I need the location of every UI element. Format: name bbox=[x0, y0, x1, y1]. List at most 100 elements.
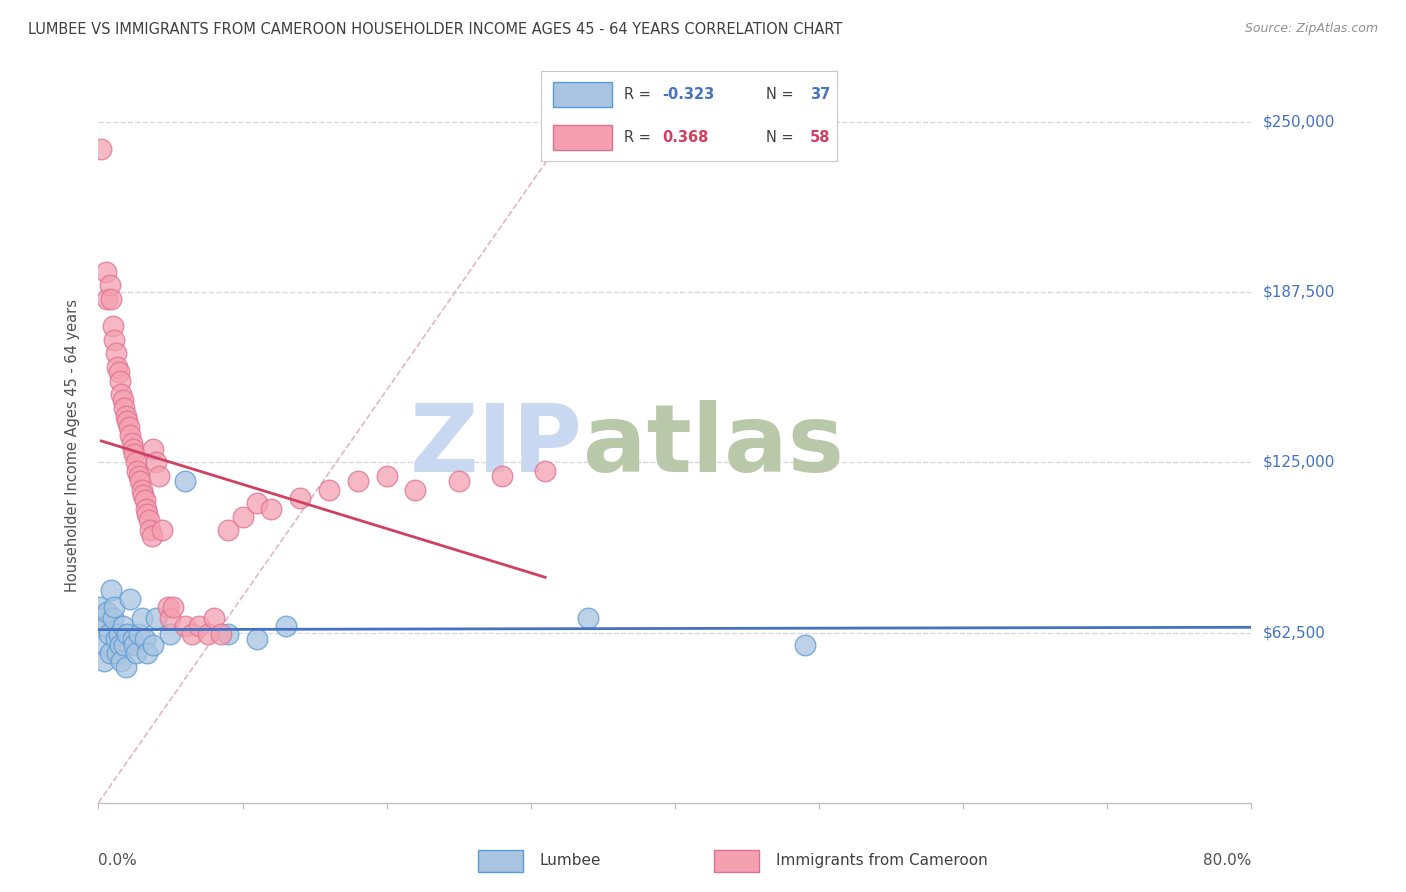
Point bbox=[174, 475, 197, 489]
Point bbox=[101, 319, 124, 334]
Point bbox=[110, 654, 132, 668]
Point bbox=[90, 142, 112, 156]
Point bbox=[793, 638, 815, 652]
Point bbox=[534, 463, 557, 477]
Point bbox=[112, 401, 135, 415]
Point bbox=[103, 333, 125, 347]
Point bbox=[124, 638, 146, 652]
Point bbox=[246, 496, 269, 510]
Point bbox=[141, 529, 163, 543]
Point bbox=[114, 659, 136, 673]
Point bbox=[100, 292, 122, 306]
Point bbox=[138, 512, 160, 526]
Point bbox=[159, 610, 181, 624]
Point bbox=[96, 605, 118, 619]
Y-axis label: Householder Income Ages 45 - 64 years: Householder Income Ages 45 - 64 years bbox=[65, 300, 80, 592]
Point bbox=[159, 627, 181, 641]
Point bbox=[117, 627, 138, 641]
Point bbox=[104, 632, 127, 647]
Point bbox=[174, 619, 197, 633]
Text: $187,500: $187,500 bbox=[1263, 285, 1334, 300]
Point bbox=[405, 483, 427, 497]
Point bbox=[128, 627, 150, 641]
Point bbox=[120, 591, 142, 606]
Text: 0.0%: 0.0% bbox=[98, 853, 138, 868]
Point bbox=[209, 627, 232, 641]
Text: R =: R = bbox=[624, 130, 659, 145]
Point bbox=[91, 638, 114, 652]
Text: $62,500: $62,500 bbox=[1263, 625, 1326, 640]
Text: Immigrants from Cameroon: Immigrants from Cameroon bbox=[776, 854, 988, 868]
Point bbox=[162, 599, 184, 614]
Point bbox=[108, 638, 131, 652]
Point bbox=[131, 610, 153, 624]
Point bbox=[107, 627, 129, 641]
Point bbox=[112, 638, 135, 652]
Text: 37: 37 bbox=[810, 87, 831, 102]
Point bbox=[136, 646, 159, 660]
Point bbox=[89, 599, 111, 614]
Text: $125,000: $125,000 bbox=[1263, 455, 1334, 470]
Point bbox=[128, 469, 150, 483]
Point bbox=[274, 619, 297, 633]
Point bbox=[132, 488, 155, 502]
Point bbox=[90, 610, 112, 624]
Point bbox=[124, 447, 146, 461]
Point bbox=[150, 524, 173, 538]
Text: ZIP: ZIP bbox=[409, 400, 582, 492]
Point bbox=[96, 292, 118, 306]
FancyBboxPatch shape bbox=[478, 849, 523, 872]
Point bbox=[134, 493, 156, 508]
Text: 80.0%: 80.0% bbox=[1204, 853, 1251, 868]
Point bbox=[125, 455, 148, 469]
Point bbox=[135, 501, 157, 516]
Point bbox=[97, 627, 120, 641]
Point bbox=[318, 483, 340, 497]
Point bbox=[217, 524, 239, 538]
Text: atlas: atlas bbox=[582, 400, 844, 492]
Point bbox=[110, 387, 132, 401]
Point bbox=[104, 346, 127, 360]
Text: Source: ZipAtlas.com: Source: ZipAtlas.com bbox=[1244, 22, 1378, 36]
Point bbox=[111, 619, 134, 633]
FancyBboxPatch shape bbox=[553, 125, 612, 150]
Point bbox=[100, 583, 122, 598]
Point bbox=[105, 359, 128, 374]
Point bbox=[134, 632, 156, 647]
Text: LUMBEE VS IMMIGRANTS FROM CAMEROON HOUSEHOLDER INCOME AGES 45 - 64 YEARS CORRELA: LUMBEE VS IMMIGRANTS FROM CAMEROON HOUSE… bbox=[28, 22, 842, 37]
Point bbox=[142, 442, 165, 456]
Text: N =: N = bbox=[766, 87, 799, 102]
Point bbox=[131, 483, 153, 497]
Point bbox=[231, 509, 254, 524]
Point bbox=[121, 436, 143, 450]
Text: N =: N = bbox=[766, 130, 799, 145]
Text: $250,000: $250,000 bbox=[1263, 114, 1334, 129]
Point bbox=[217, 627, 239, 641]
Point bbox=[103, 599, 125, 614]
Point bbox=[108, 374, 131, 388]
Point bbox=[260, 501, 283, 516]
Point bbox=[107, 366, 129, 380]
Point bbox=[117, 415, 138, 429]
Point bbox=[145, 455, 167, 469]
FancyBboxPatch shape bbox=[553, 82, 612, 107]
Point bbox=[491, 469, 513, 483]
Point bbox=[129, 475, 152, 489]
Point bbox=[94, 265, 117, 279]
Point bbox=[122, 632, 145, 647]
Point bbox=[94, 619, 117, 633]
Point bbox=[118, 420, 141, 434]
FancyBboxPatch shape bbox=[714, 849, 759, 872]
Point bbox=[105, 646, 128, 660]
Text: 0.368: 0.368 bbox=[662, 130, 709, 145]
Point bbox=[136, 507, 159, 521]
Point bbox=[156, 599, 179, 614]
Point bbox=[145, 610, 167, 624]
Point bbox=[111, 392, 134, 407]
Point bbox=[375, 469, 398, 483]
Point bbox=[290, 491, 312, 505]
Point bbox=[98, 278, 121, 293]
Point bbox=[125, 646, 148, 660]
Point bbox=[197, 627, 219, 641]
Point bbox=[188, 619, 211, 633]
